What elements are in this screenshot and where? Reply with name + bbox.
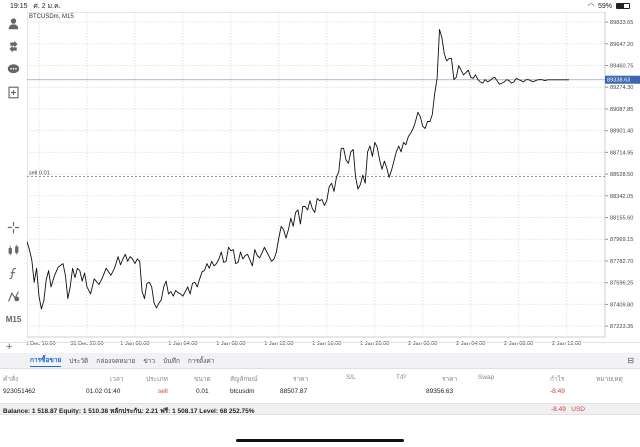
header-swap: Swap — [478, 374, 495, 381]
x-tick-label: 2 Jan 04:00 — [456, 341, 485, 347]
battery-percent: 59% — [597, 2, 612, 10]
status-time: 19:15 — [10, 2, 28, 10]
cell-time: 01.02 01:40 — [86, 388, 121, 395]
wifi-icon: ◠ — [587, 3, 594, 10]
total-profit-currency: USD — [571, 406, 585, 413]
cell-profit: -8.49 — [550, 388, 565, 395]
table-row[interactable]: 923051462 01.02 01:40 sell 0.01 btcusdm … — [0, 385, 640, 399]
x-tick-label: 1 Jan 16:00 — [312, 341, 341, 347]
total-profit-value: -8.49 — [551, 406, 566, 413]
cell-type: sell — [158, 388, 168, 395]
x-tick-label: 1 Jan 20:00 — [360, 341, 389, 347]
indicators-icon[interactable] — [0, 239, 27, 262]
account-icon[interactable] — [0, 12, 27, 35]
terminal-tabs: การซื้อขาย ประวัติ กล่องจดหมาย ข่าว บันท… — [0, 353, 640, 369]
x-tick-label: 1 Jan 08:00 — [216, 341, 245, 347]
price-series-line — [26, 29, 569, 310]
x-tick-label: 1 Jan 04:00 — [168, 341, 197, 347]
tab-journal[interactable]: บันทึก — [163, 357, 180, 365]
sell-level-label: sell 0.01 — [29, 170, 50, 176]
balance-summary: Balance: 1 518.87 Equity: 1 510.38 หลักป… — [3, 408, 255, 415]
status-bar: 19:15 ศ. 2 ม.ค. ◠ 59% — [0, 0, 640, 12]
header-tp: T/P — [396, 374, 407, 381]
y-tick-label: 89087.85 — [610, 107, 633, 113]
y-tick-label: 88342.05 — [610, 194, 633, 200]
header-sl: S/L — [346, 374, 356, 381]
crosshair-icon[interactable] — [0, 216, 27, 239]
current-price-label: 89338.63 — [607, 78, 630, 84]
y-tick-label: 87969.15 — [610, 237, 633, 243]
tab-settings[interactable]: การตั้งค่า — [187, 357, 215, 365]
current-price-tag — [605, 75, 640, 84]
y-tick-label: 89460.75 — [610, 63, 633, 69]
x-tick-label: 31 Dec 16:00 — [27, 341, 56, 347]
x-tick-label: 2 Jan 00:00 — [408, 341, 437, 347]
chart-toolbar: M15 — [0, 12, 27, 352]
positions-table: คำสั่ง เวลา ประเภท ขนาด สัญลักษณ์ ราคา S… — [0, 371, 640, 399]
new-order-icon[interactable] — [0, 81, 27, 104]
header-type: ประเภท — [146, 376, 168, 383]
x-tick-label: 1 Jan 12:00 — [264, 341, 293, 347]
trade-icon[interactable] — [0, 35, 27, 58]
x-tick-label: 2 Jan 12:00 — [552, 341, 581, 347]
x-tick-label: 1 Jan 00:00 — [120, 341, 149, 347]
y-tick-label: 87409.80 — [610, 302, 633, 308]
balance-bar: Balance: 1 518.87 Equity: 1 510.38 หลักป… — [0, 403, 640, 415]
function-icon[interactable] — [0, 262, 27, 285]
tab-news[interactable]: ข่าว — [143, 357, 156, 365]
tab-mailbox[interactable]: กล่องจดหมาย — [96, 357, 136, 365]
y-tick-label: 88155.60 — [610, 216, 633, 222]
header-ticket: คำสั่ง — [3, 376, 19, 383]
y-tick-label: 89833.65 — [610, 20, 633, 26]
cell-ticket: 923051462 — [3, 388, 36, 395]
x-tick-label: 31 Dec 20:00 — [70, 341, 103, 347]
y-tick-label: 88714.95 — [610, 150, 633, 156]
home-indicator — [236, 439, 404, 442]
price-chart[interactable]: 89833.65 89647.20 89460.75 89274.30 89087.85… — [22, 11, 640, 352]
layout-toggle-icon[interactable]: ⊟ — [627, 356, 634, 365]
total-profit: -8.49 USD — [551, 406, 585, 413]
y-tick-label: 87782.70 — [610, 259, 633, 265]
y-tick-label: 88901.40 — [610, 129, 633, 135]
cell-price: 88507.87 — [280, 388, 308, 395]
header-time: เวลา — [110, 376, 124, 383]
header-symbol: สัญลักษณ์ — [230, 376, 258, 383]
battery-icon — [616, 3, 630, 9]
header-current-price: ราคา — [442, 376, 458, 383]
tab-trade[interactable]: การซื้อขาย — [30, 355, 62, 367]
y-tick-label: 87223.35 — [610, 324, 633, 330]
add-icon[interactable]: + — [6, 341, 13, 353]
header-price: ราคา — [293, 376, 309, 383]
y-tick-label: 88528.50 — [610, 172, 633, 178]
header-profit: กำไร — [550, 376, 565, 383]
cell-symbol: btcusdm — [230, 388, 255, 395]
chart-svg[interactable]: 89833.65 89647.20 89460.75 89274.30 89087.85… — [22, 11, 640, 352]
header-comment: หมายเหตุ — [596, 376, 623, 383]
cell-current-price: 89356.63 — [426, 388, 454, 395]
status-date: ศ. 2 ม.ค. — [33, 2, 61, 10]
timeframe-button[interactable]: M15 — [5, 315, 22, 324]
y-tick-label: 87596.25 — [610, 281, 633, 287]
cell-volume: 0.01 — [196, 388, 209, 395]
chart-bottom-strip: + — [0, 341, 640, 353]
chat-icon[interactable] — [0, 58, 27, 81]
objects-icon[interactable] — [0, 285, 27, 308]
tab-history[interactable]: ประวัติ — [69, 357, 89, 365]
x-tick-label: 2 Jan 08:00 — [504, 341, 533, 347]
table-header-row: คำสั่ง เวลา ประเภท ขนาด สัญลักษณ์ ราคา S… — [0, 371, 640, 385]
y-tick-label: 89274.30 — [610, 85, 633, 91]
chart-symbol-label: BTCUSDm, M15 — [29, 14, 74, 20]
header-volume: ขนาด — [194, 376, 211, 383]
y-tick-label: 89647.20 — [610, 42, 633, 48]
